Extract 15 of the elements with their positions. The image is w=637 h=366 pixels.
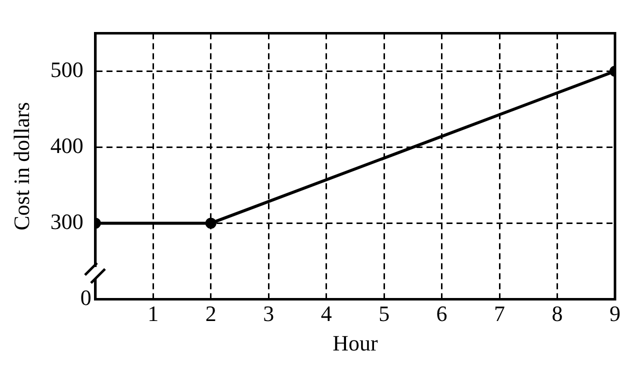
x-tick-label: 8 bbox=[552, 301, 563, 326]
x-tick-label: 1 bbox=[148, 301, 159, 326]
x-tick-label: 4 bbox=[320, 301, 332, 326]
x-tick-label: 9 bbox=[610, 301, 620, 326]
y-tick-label: 500 bbox=[50, 56, 84, 82]
y-tick-label: 300 bbox=[50, 208, 84, 234]
y-axis-title: Cost in dollars bbox=[8, 102, 34, 230]
x-tick-label: 3 bbox=[263, 301, 274, 326]
x-tick-label: 7 bbox=[494, 301, 506, 326]
x-tick-label: 2 bbox=[205, 301, 216, 326]
x-axis-title: Hour bbox=[332, 330, 378, 356]
y-tick-label: 400 bbox=[50, 132, 84, 158]
text: 0 bbox=[80, 284, 92, 310]
x-tick-label: 6 bbox=[436, 301, 448, 326]
x-tick-label: 5 bbox=[378, 301, 390, 326]
